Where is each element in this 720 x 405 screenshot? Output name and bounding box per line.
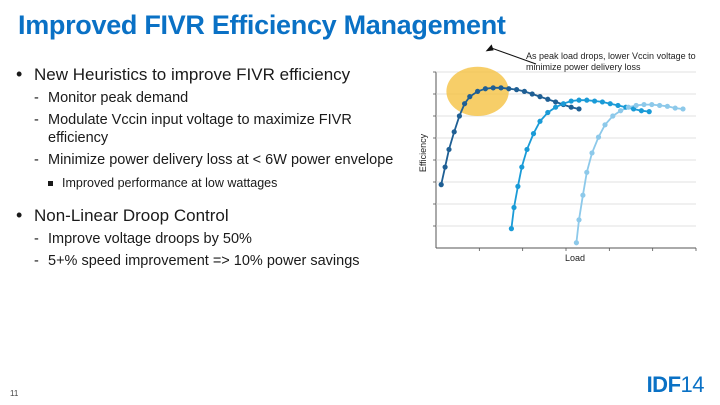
series-1-point [482, 86, 488, 92]
bullet-heuristics: New Heuristics to improve FIVR efficienc… [14, 64, 414, 85]
logo-suffix: 14 [680, 372, 705, 397]
series-3-point [610, 113, 616, 119]
series-3-point [672, 105, 678, 111]
series-2-point [584, 97, 590, 103]
series-3-point [633, 102, 639, 109]
series-2-point [615, 102, 621, 109]
series-2-point [592, 98, 598, 104]
series-3-point [680, 106, 686, 112]
y-axis-label: Efficiency [418, 133, 428, 172]
series-1-point [545, 96, 551, 102]
series-2-point [568, 98, 574, 104]
series-3-point [589, 150, 595, 156]
series-2-point [511, 204, 517, 211]
series-3-point [618, 108, 624, 114]
series-1-point [490, 85, 496, 91]
x-axis-label: Load [565, 253, 585, 263]
series-3-point [573, 240, 579, 246]
series-2-point [553, 104, 559, 110]
series-1-point [529, 91, 535, 97]
series-3-point [641, 101, 647, 108]
logo-main: IDF [646, 372, 681, 397]
series-2-point [646, 109, 652, 115]
series-2-point [508, 226, 514, 232]
series-3-point [664, 103, 670, 109]
series-1-point [537, 94, 543, 100]
sub-sub-bullet-performance: Improved performance at low wattages [14, 175, 414, 191]
bullet-list: New Heuristics to improve FIVR efficienc… [14, 64, 414, 270]
series-1-point [514, 87, 520, 93]
series-3-line [575, 103, 684, 243]
sub-bullet-speed: 5+% speed improvement => 10% power savin… [14, 252, 414, 270]
sub-bullet-monitor: Monitor peak demand [14, 89, 414, 107]
series-1-point [442, 164, 448, 170]
series-1-point [521, 88, 527, 94]
series-3-point [584, 169, 590, 175]
idf-logo: IDF14 [646, 372, 705, 398]
chart-grid [433, 71, 697, 251]
series-1-point [467, 94, 473, 100]
bullet-droop: Non-Linear Droop Control [14, 205, 414, 226]
series-2-point [560, 101, 566, 107]
page-number: 11 [10, 389, 19, 398]
series-2-point [545, 109, 551, 116]
series-2-point [515, 183, 521, 189]
series-1-point [568, 104, 574, 110]
series-1-point [553, 99, 559, 105]
series-2-point [576, 97, 582, 103]
series-2-point [537, 118, 543, 124]
annotation-arrow [485, 44, 537, 65]
series-2-point [607, 101, 613, 107]
series-2-point [530, 131, 537, 137]
series-2-point [519, 164, 525, 170]
series-3-point [580, 192, 586, 198]
sub-bullet-modulate: Modulate Vccin input voltage to maximize… [14, 111, 414, 147]
series-1-point [456, 113, 462, 119]
chart-points [438, 85, 686, 246]
slide-title: Improved FIVR Efficiency Management [18, 10, 506, 40]
series-1-point [475, 88, 481, 94]
arrow-line [489, 46, 537, 65]
sub-bullet-droops: Improve voltage droops by 50% [14, 230, 414, 248]
series-2-point [524, 146, 530, 153]
series-1-point [498, 85, 504, 91]
series-1-point [506, 86, 512, 92]
series-1-point [462, 101, 468, 107]
chart-annotation: As peak load drops, lower Vccin voltage … [526, 51, 696, 72]
series-1-point [446, 146, 452, 153]
series-3-point [657, 102, 663, 109]
series-3-point [625, 104, 631, 110]
series-1-point [451, 129, 457, 135]
series-3-point [595, 134, 602, 140]
series-3-point [602, 122, 608, 128]
series-1-point [576, 106, 582, 112]
arrow-head [485, 44, 494, 52]
sub-bullet-minimize: Minimize power delivery loss at < 6W pow… [14, 151, 414, 169]
series-1-point [438, 182, 444, 188]
series-2-point [638, 108, 644, 114]
efficiency-chart: Load Efficiency [418, 44, 697, 263]
series-2-point [599, 99, 605, 105]
series-3-point [576, 217, 582, 223]
series-3-point [649, 101, 655, 108]
